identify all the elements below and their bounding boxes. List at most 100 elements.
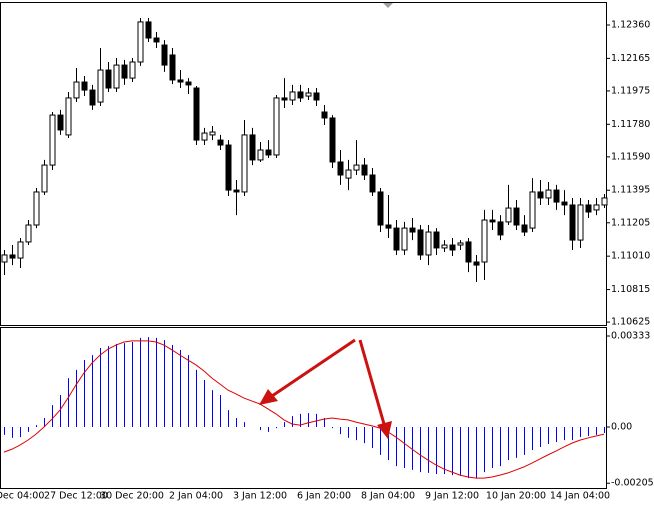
candle-body — [105, 69, 112, 89]
y-tick-label: 1.10815 — [611, 284, 650, 295]
candle-body — [513, 207, 520, 226]
arrow — [271, 338, 356, 398]
candle-body — [553, 189, 560, 203]
candle-body — [505, 207, 512, 223]
candle-body — [257, 149, 264, 161]
candle-body — [289, 91, 296, 101]
candle-body — [457, 242, 464, 246]
candle-body — [577, 204, 584, 241]
x-tick-label: 14 Jan 04:00 — [550, 491, 610, 502]
y-tick-label: 1.11205 — [611, 217, 650, 228]
candle-body — [121, 64, 128, 79]
candle-body — [57, 114, 64, 131]
candle-body — [433, 231, 440, 249]
candle-body — [417, 229, 424, 256]
candle-body — [585, 204, 592, 213]
x-tick-label: 30 Dec 20:00 — [100, 491, 164, 502]
candle-body — [81, 81, 88, 91]
y-tick-label: -0.002057 — [611, 478, 654, 489]
candle-body — [201, 132, 208, 141]
shift-marker — [383, 3, 393, 8]
candle-body — [281, 97, 288, 101]
candle-body — [249, 134, 256, 161]
candle-body — [329, 117, 336, 163]
x-tick-label: 8 Jan 04:00 — [361, 491, 415, 502]
x-tick-label: 6 Jan 20:00 — [297, 491, 351, 502]
candle-body — [441, 244, 448, 249]
x-tick-label: 9 Jan 12:00 — [425, 491, 479, 502]
y-tick-label: 1.11975 — [611, 85, 650, 96]
y-tick-label: 1.11590 — [611, 151, 650, 162]
candle-body — [601, 197, 608, 206]
candle-body — [497, 221, 504, 236]
macd-panel — [0, 327, 607, 489]
arrow-head — [377, 421, 392, 439]
candle-body — [209, 131, 216, 136]
candle-body — [193, 87, 200, 141]
y-tick-label: 1.11395 — [611, 185, 650, 196]
x-tick-label: 3 Jan 12:00 — [233, 491, 287, 502]
candle-body — [313, 92, 320, 101]
candle-body — [425, 231, 432, 256]
candle-body — [361, 164, 368, 176]
y-tick-label: 1.12165 — [611, 53, 650, 64]
candle-body — [33, 191, 40, 226]
arrow — [358, 339, 386, 425]
candle-body — [345, 169, 352, 179]
candle-body — [137, 21, 144, 63]
candle-body — [409, 227, 416, 233]
arrow-head — [259, 389, 278, 405]
y-tick-label: 1.11780 — [611, 119, 650, 130]
candle-body — [337, 161, 344, 176]
candle-body — [113, 64, 120, 89]
candle-body — [369, 174, 376, 193]
candle-body — [529, 191, 536, 229]
candle-body — [41, 164, 48, 193]
candle-body — [297, 91, 304, 99]
candle-body — [97, 69, 104, 103]
x-tick-label: 10 Jan 20:00 — [486, 491, 546, 502]
price-panel — [0, 2, 607, 326]
candle-body — [545, 189, 552, 199]
candle-body — [73, 81, 80, 99]
candle-body — [481, 219, 488, 263]
candle-body — [569, 204, 576, 241]
candle-body — [305, 92, 312, 97]
candle-body — [353, 164, 360, 171]
signal-line — [3, 340, 605, 479]
candle-body — [1, 254, 8, 263]
candle-body — [593, 204, 600, 211]
candle-body — [537, 191, 544, 199]
candle-body — [169, 54, 176, 81]
y-tick-label: 0.00333 — [611, 331, 650, 342]
candle-body — [473, 261, 480, 266]
candle-body — [265, 149, 272, 156]
candle-body — [393, 227, 400, 251]
candle-body — [153, 37, 160, 43]
candle-body — [89, 89, 96, 106]
candle-body — [377, 191, 384, 226]
candle-body — [321, 111, 328, 119]
y-tick-label: 1.11010 — [611, 251, 650, 262]
candle-body — [521, 224, 528, 233]
candle-body — [161, 44, 168, 66]
candle-body — [449, 244, 456, 251]
candle-body — [129, 61, 136, 79]
candle-body — [185, 81, 192, 86]
y-tick-label: 0.00 — [611, 422, 632, 433]
candle-body — [225, 144, 232, 191]
candle-body — [17, 241, 24, 259]
candle-body — [465, 241, 472, 263]
candle-body — [273, 97, 280, 156]
candle-body — [561, 201, 568, 206]
y-tick-label: 1.10625 — [611, 317, 650, 328]
annotation-arrows — [259, 338, 392, 439]
x-tick-label: Dec 04:00 — [0, 491, 44, 502]
candle-body — [241, 134, 248, 193]
candle-body — [9, 254, 16, 259]
candle-body — [401, 227, 408, 251]
candle-body — [177, 79, 184, 83]
candle-body — [233, 189, 240, 193]
